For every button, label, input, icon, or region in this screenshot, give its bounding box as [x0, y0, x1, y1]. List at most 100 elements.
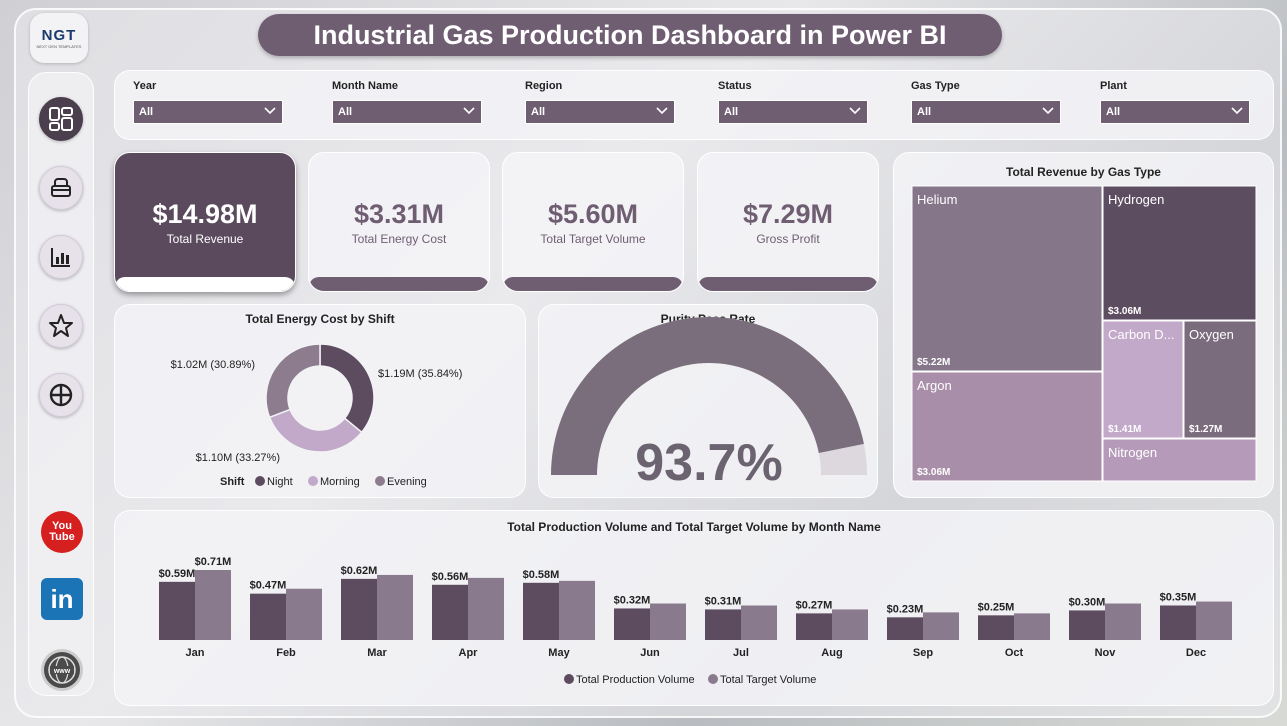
chevron-down-icon [849, 107, 861, 115]
bar-production-jul[interactable] [705, 609, 741, 640]
bar-data-label: $0.27M [796, 599, 833, 611]
bar-target-mar[interactable] [377, 574, 413, 640]
treemap-chart: Helium $5.22M Hydrogen $3.06M Argon $3.06M Car… [911, 185, 1257, 482]
logo-subtext: NEXT GEN TEMPLATES [36, 44, 82, 49]
logo-mark: NGT [41, 27, 77, 44]
bar-production-sep[interactable] [887, 617, 923, 640]
filter-dropdown-year[interactable]: All [133, 100, 283, 124]
filter-value: All [1106, 106, 1121, 118]
bar-target-jul[interactable] [741, 605, 777, 640]
treemap-tile-nitrogen[interactable]: Nitrogen [1102, 438, 1257, 482]
bar-target-may[interactable] [559, 580, 595, 640]
kpi-value: $3.31M [353, 199, 445, 229]
x-tick-label: May [548, 647, 570, 659]
treemap-panel: Total Revenue by Gas Type Helium $5.22M Hy… [893, 152, 1274, 498]
treemap-tile-argon[interactable]: Argon $3.06M [911, 371, 1103, 482]
treemap-tile-name: Argon [917, 378, 952, 393]
bar-target-jan[interactable] [195, 570, 231, 640]
bar-legend-item-target[interactable]: Total Target Volume [708, 674, 816, 686]
bar-data-label: $0.23M [887, 603, 924, 615]
kpi-label: Gross Profit [756, 232, 820, 246]
nav-bar-chart-button[interactable] [39, 235, 83, 279]
gauge-value: 93.7% [635, 434, 782, 492]
youtube-label-bottom: Tube [49, 531, 75, 543]
filter-dropdown-plant[interactable]: All [1100, 100, 1250, 124]
x-tick-label: Jun [640, 647, 660, 659]
bar-target-nov[interactable] [1105, 603, 1141, 640]
filter-bar: Year All Month Name All Region All Status All Ga… [114, 70, 1274, 140]
kpi-value: $7.29M [742, 199, 834, 229]
kpi-card-target-volume: $5.60M Total Target Volume [502, 152, 684, 292]
donut-legend-item-night[interactable]: Night [255, 476, 293, 488]
treemap-tile-oxygen[interactable]: Oxygen $1.27M [1183, 320, 1257, 439]
bar-production-aug[interactable] [796, 613, 832, 640]
nav-dashboard-button[interactable] [39, 97, 83, 141]
bar-production-mar[interactable] [341, 578, 377, 640]
filter-label-gas-type: Gas Type [911, 80, 960, 92]
donut-slice-night[interactable] [319, 343, 375, 434]
bar-data-label: $0.35M [1160, 591, 1197, 603]
treemap-tile-hydrogen[interactable]: Hydrogen $3.06M [1102, 185, 1257, 321]
bar-target-sep[interactable] [923, 612, 959, 640]
bar-production-may[interactable] [523, 582, 559, 640]
bar-target-apr[interactable] [468, 577, 504, 640]
kpi-label: Total Revenue [166, 232, 244, 246]
bar-target-feb[interactable] [286, 588, 322, 640]
bar-data-label: $0.25M [978, 601, 1015, 613]
bar-production-apr[interactable] [432, 584, 468, 640]
filter-dropdown-gas-type[interactable]: All [911, 100, 1061, 124]
donut-legend-item-morning[interactable]: Morning [308, 476, 360, 488]
website-button[interactable]: www [41, 649, 83, 691]
x-tick-label: Sep [913, 647, 933, 659]
filter-value: All [338, 106, 353, 118]
kpi-card-gross-profit: $7.29M Gross Profit [697, 152, 879, 292]
bar-target-aug[interactable] [832, 609, 868, 640]
treemap-tile-helium[interactable]: Helium $5.22M [911, 185, 1103, 372]
brand-logo[interactable]: NGT NEXT GEN TEMPLATES [30, 13, 88, 63]
donut-panel: Total Energy Cost by Shift $1.19M (35.84… [114, 304, 526, 498]
filter-dropdown-status[interactable]: All [718, 100, 868, 124]
bar-chart-icon [51, 248, 70, 267]
filter-value: All [139, 106, 154, 118]
page-title: Industrial Gas Production Dashboard in P… [258, 14, 1002, 56]
donut-slice-evening[interactable] [265, 343, 321, 419]
nav-box-button[interactable] [39, 166, 83, 210]
bar-chart-title: Total Production Volume and Total Target… [507, 520, 881, 534]
gauge-panel: Purity Pass Rate 93.7% [538, 304, 878, 498]
bar-production-oct[interactable] [978, 615, 1014, 640]
treemap-tile-value: $5.22M [917, 357, 950, 368]
bar-production-dec[interactable] [1160, 605, 1196, 640]
nav-crosshair-button[interactable] [39, 373, 83, 417]
linkedin-button[interactable]: in [41, 578, 83, 620]
bar-data-label: $0.30M [1069, 596, 1106, 608]
treemap-tile-name: Nitrogen [1108, 445, 1157, 460]
filter-label-plant: Plant [1100, 80, 1127, 92]
bar-production-nov[interactable] [1069, 610, 1105, 640]
donut-legend-item-evening[interactable]: Evening [375, 476, 427, 488]
bar-legend-item-production[interactable]: Total Production Volume [564, 674, 695, 686]
chevron-down-icon [1042, 107, 1054, 115]
bar-target-jun[interactable] [650, 603, 686, 640]
svg-text:Evening: Evening [387, 476, 427, 488]
treemap-title: Total Revenue by Gas Type [1006, 165, 1161, 179]
x-tick-label: Apr [459, 647, 479, 659]
chevron-down-icon [656, 107, 668, 115]
nav-star-button[interactable] [39, 304, 83, 348]
bar-production-feb[interactable] [250, 593, 286, 640]
donut-chart: $1.19M (35.84%) $1.10M (33.27%) $1.02M (30… [171, 343, 462, 488]
treemap-tile-name: Oxygen [1189, 327, 1234, 342]
youtube-button[interactable]: You Tube [41, 511, 83, 553]
filter-dropdown-region[interactable]: All [525, 100, 675, 124]
treemap-tile-carbond[interactable]: Carbon D... $1.41M [1102, 320, 1184, 439]
bar-production-jan[interactable] [159, 581, 195, 640]
bar-target-dec[interactable] [1196, 601, 1232, 640]
x-tick-label: Feb [276, 647, 296, 659]
bar-target-oct[interactable] [1014, 613, 1050, 640]
filter-dropdown-month-name[interactable]: All [332, 100, 482, 124]
treemap-tile-name: Helium [917, 192, 957, 207]
bar-production-jun[interactable] [614, 608, 650, 640]
kpi-value: $5.60M [547, 199, 639, 229]
treemap-tile-value: $3.06M [917, 467, 950, 478]
kpi-accent-bar [698, 277, 878, 291]
youtube-icon: You Tube [49, 521, 74, 543]
